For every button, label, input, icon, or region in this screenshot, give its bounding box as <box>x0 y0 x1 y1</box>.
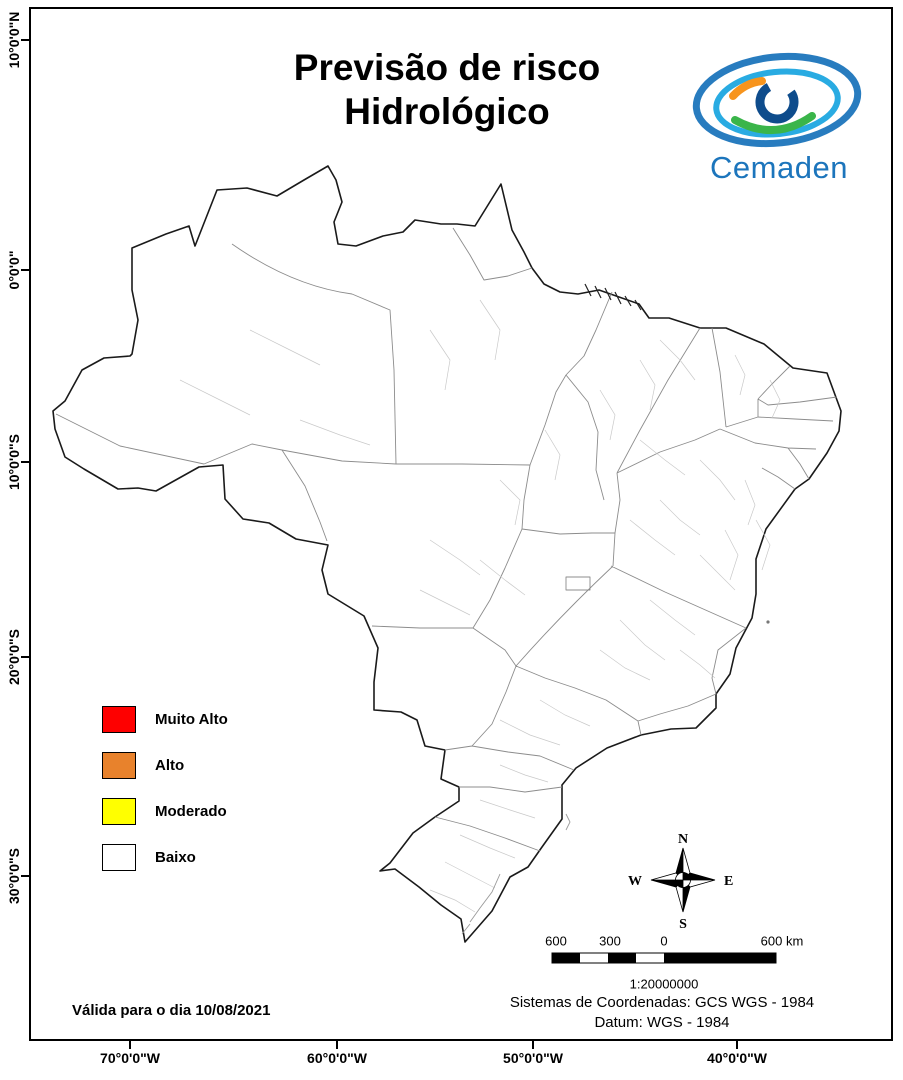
state-boundaries <box>55 227 838 852</box>
legend-label-baixo: Baixo <box>155 849 196 866</box>
page-title-line2: Hidrológico <box>344 91 550 132</box>
legend-label-moderado: Moderado <box>155 803 227 820</box>
latitude-label-10s: 10°0'0"S <box>6 433 22 491</box>
legend-item-baixo: Baixo <box>102 844 196 871</box>
longitude-label-50w: 50°0'0"W <box>503 1050 563 1066</box>
compass-rose-icon <box>650 847 716 913</box>
legend-item-muito-alto: Muito Alto <box>102 706 228 733</box>
scale-label-0: 0 <box>660 933 668 949</box>
page-title: Previsão de risco Hidrológico <box>294 46 600 134</box>
compass-north-label: N <box>678 832 688 847</box>
map-frame <box>29 7 893 1041</box>
latitude-ticks <box>21 39 30 877</box>
legend-item-moderado: Moderado <box>102 798 227 825</box>
brazil-country-outline <box>52 165 842 943</box>
compass-west-label: W <box>628 874 642 889</box>
longitude-label-70w: 70°0'0"W <box>100 1050 160 1066</box>
coordinate-system-note: Sistemas de Coordenadas: GCS WGS - 1984 … <box>510 993 814 1033</box>
coastal-lagoons <box>461 813 571 935</box>
coordinate-system-line2: Datum: WGS - 1984 <box>594 1014 730 1031</box>
page-title-line1: Previsão de risco <box>293 47 601 88</box>
offshore-islet <box>766 620 770 624</box>
legend-swatch-alto <box>102 752 136 779</box>
compass-south-label: S <box>679 917 687 932</box>
latitude-label-10n: 10°0'0"N <box>6 11 22 69</box>
latitude-label-30s: 30°0'0"S <box>6 847 22 905</box>
legend-swatch-moderado <box>102 798 136 825</box>
scale-label-600-left: 600 <box>545 933 567 949</box>
latitude-label-0: 0°0'0" <box>6 250 22 290</box>
legend-label-alto: Alto <box>155 757 185 774</box>
coordinate-system-line1: Sistemas de Coordenadas: GCS WGS - 1984 <box>509 994 815 1011</box>
scale-label-600-km: 600 km <box>760 933 804 949</box>
validity-date: Válida para o dia 10/08/2021 <box>72 1002 271 1019</box>
cemaden-logo-text: Cemaden <box>710 150 848 185</box>
longitude-label-60w: 60°0'0"W <box>307 1050 367 1066</box>
fine-boundaries <box>179 299 781 913</box>
scale-label-300: 300 <box>599 933 621 949</box>
legend-label-muito-alto: Muito Alto <box>155 711 228 728</box>
legend-swatch-muito-alto <box>102 706 136 733</box>
scale-ratio: 1:20000000 <box>629 976 699 992</box>
legend-swatch-baixo <box>102 844 136 871</box>
latitude-label-20s: 20°0'0"S <box>6 628 22 686</box>
cemaden-eye-logo-icon <box>692 52 862 148</box>
longitude-label-40w: 40°0'0"W <box>707 1050 767 1066</box>
compass-east-label: E <box>724 874 733 889</box>
longitude-ticks <box>129 1040 738 1049</box>
legend-item-alto: Alto <box>102 752 184 779</box>
scale-bar <box>551 952 777 964</box>
delta-coast-hatching <box>584 283 642 311</box>
